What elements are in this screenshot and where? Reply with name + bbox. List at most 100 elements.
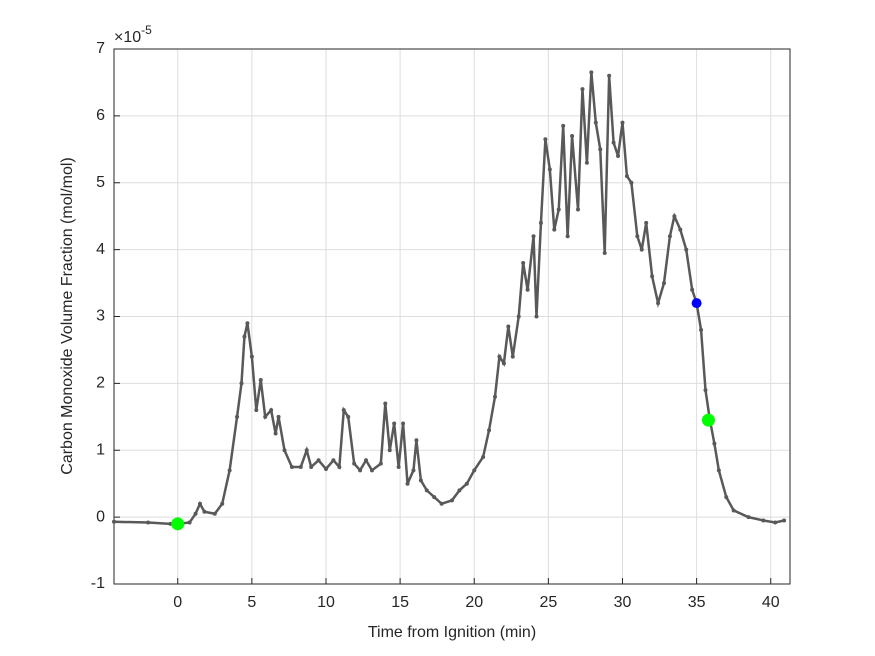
data-point xyxy=(570,133,575,138)
highlight-point xyxy=(701,413,715,427)
data-point xyxy=(531,234,536,239)
data-point xyxy=(249,354,254,359)
data-point xyxy=(289,464,294,469)
y-tick-label: 3 xyxy=(96,308,105,325)
data-point xyxy=(450,498,454,503)
x-tick-label: 35 xyxy=(688,594,706,611)
data-point xyxy=(712,441,717,446)
y-multiplier-exponent: -5 xyxy=(141,23,152,37)
data-point xyxy=(624,174,629,179)
data-point xyxy=(629,180,634,185)
data-point xyxy=(405,481,410,486)
data-point xyxy=(616,154,621,158)
data-point xyxy=(678,227,683,232)
data-point xyxy=(418,478,423,483)
data-point xyxy=(258,378,263,383)
y-tick-label: 4 xyxy=(96,241,105,258)
data-point xyxy=(690,287,695,292)
data-point xyxy=(358,468,363,473)
data-point xyxy=(383,401,388,406)
data-point xyxy=(635,234,640,239)
data-point xyxy=(761,518,766,523)
data-point xyxy=(492,394,497,399)
data-point xyxy=(598,147,603,152)
data-point xyxy=(424,488,429,493)
data-line xyxy=(113,72,785,526)
y-axis-label: Carbon Monoxide Volume Fraction (mol/mol… xyxy=(59,157,76,474)
data-point xyxy=(401,421,406,426)
data-point xyxy=(254,408,259,413)
data-point xyxy=(538,220,543,225)
data-point xyxy=(602,250,607,255)
data-point xyxy=(309,464,314,469)
data-point xyxy=(589,70,594,75)
data-point xyxy=(193,511,198,516)
x-tick-label: 5 xyxy=(247,594,256,611)
data-point xyxy=(316,458,321,463)
data-point xyxy=(439,501,444,506)
y-tick-label: 0 xyxy=(96,508,105,525)
x-tick-label: 15 xyxy=(391,594,409,611)
data-point xyxy=(561,123,566,128)
data-point xyxy=(565,234,570,239)
data-point xyxy=(650,274,655,279)
data-point xyxy=(414,438,419,443)
data-point xyxy=(547,167,552,172)
data-point xyxy=(487,428,492,433)
data-point xyxy=(282,448,287,453)
x-tick-label: 40 xyxy=(762,594,780,611)
y-tick-label: 5 xyxy=(96,174,105,191)
data-point xyxy=(576,207,581,212)
data-point xyxy=(337,464,342,469)
data-point xyxy=(242,334,247,339)
data-point xyxy=(112,519,116,524)
data-point xyxy=(521,261,526,265)
data-point xyxy=(667,234,672,239)
data-point xyxy=(212,511,217,516)
x-tick-label: 10 xyxy=(317,594,335,611)
y-tick-label: -1 xyxy=(91,575,105,592)
plot-frame xyxy=(113,48,791,585)
y-tick-label: 2 xyxy=(96,375,105,392)
data-point xyxy=(245,321,250,326)
data-point xyxy=(472,468,477,473)
data-point xyxy=(227,468,232,473)
data-point xyxy=(464,481,469,486)
data-point xyxy=(684,247,689,252)
data-point xyxy=(782,518,787,523)
data-point xyxy=(534,314,539,319)
data-point xyxy=(746,515,751,520)
data-point xyxy=(703,388,708,393)
data-point xyxy=(341,408,346,413)
data-point xyxy=(331,458,336,463)
data-point xyxy=(276,414,281,419)
x-tick-label: 0 xyxy=(173,594,182,611)
data-point xyxy=(364,458,369,463)
data-point xyxy=(323,466,328,471)
data-point xyxy=(773,520,778,525)
x-tick-label: 20 xyxy=(465,594,483,611)
data-point xyxy=(731,508,736,513)
data-point xyxy=(580,87,585,92)
data-point xyxy=(263,414,268,419)
data-point xyxy=(607,73,612,78)
data-point xyxy=(497,354,502,359)
data-point xyxy=(304,448,309,453)
data-point xyxy=(584,160,589,165)
data-point xyxy=(611,140,616,145)
data-point xyxy=(661,281,666,286)
data-point xyxy=(639,247,644,252)
data-point xyxy=(220,501,225,506)
data-point xyxy=(525,287,530,292)
data-point xyxy=(593,120,598,125)
y-multiplier-base: ×10 xyxy=(114,29,141,46)
y-tick-label: 7 xyxy=(96,40,105,57)
data-point xyxy=(396,464,401,469)
data-point xyxy=(716,468,721,473)
data-point xyxy=(644,220,649,225)
highlight-point xyxy=(171,517,185,531)
data-point xyxy=(556,207,561,212)
data-point xyxy=(378,461,383,466)
y-tick-label: 1 xyxy=(96,441,105,458)
